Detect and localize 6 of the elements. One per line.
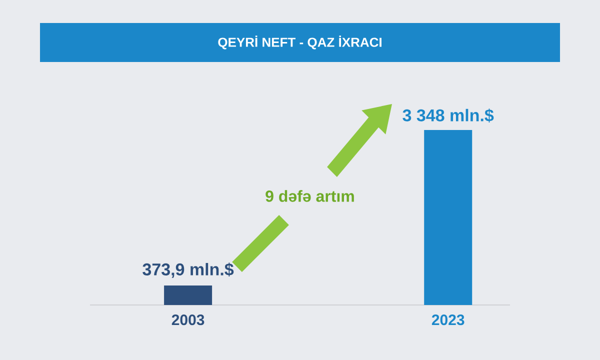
x-tick-label: 2023 bbox=[432, 314, 464, 326]
data-label: 373,9 mln.$ bbox=[142, 262, 234, 278]
x-tick-label: 2003 bbox=[172, 314, 204, 326]
data-label: 3 348 mln.$ bbox=[402, 108, 494, 122]
chart-title: QEYRİ NEFT - QAZ İXRACI bbox=[218, 36, 382, 50]
annotation: 9 dəfə artım bbox=[266, 190, 354, 202]
